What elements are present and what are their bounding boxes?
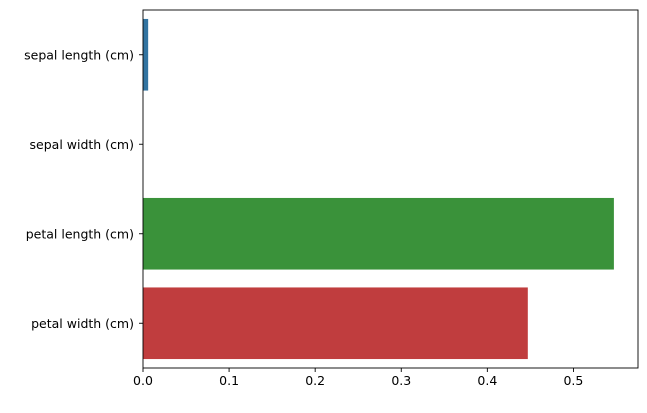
bar-3: [143, 287, 528, 360]
x-tick-label-5: 0.5: [563, 373, 583, 388]
y-tick-label-2: petal length (cm): [26, 226, 134, 241]
x-tick-label-3: 0.3: [391, 373, 411, 388]
x-tick-label-2: 0.2: [305, 373, 325, 388]
x-tick-label-0: 0.0: [133, 373, 153, 388]
x-tick-label-1: 0.1: [219, 373, 239, 388]
bar-0: [143, 18, 149, 91]
y-tick-label-3: petal width (cm): [31, 316, 134, 331]
plot-frame: [142, 9, 639, 369]
y-tick-label-0: sepal length (cm): [24, 47, 134, 62]
x-tick-label-4: 0.4: [477, 373, 497, 388]
bar-2: [143, 197, 614, 270]
y-tick-label-1: sepal width (cm): [30, 137, 134, 152]
